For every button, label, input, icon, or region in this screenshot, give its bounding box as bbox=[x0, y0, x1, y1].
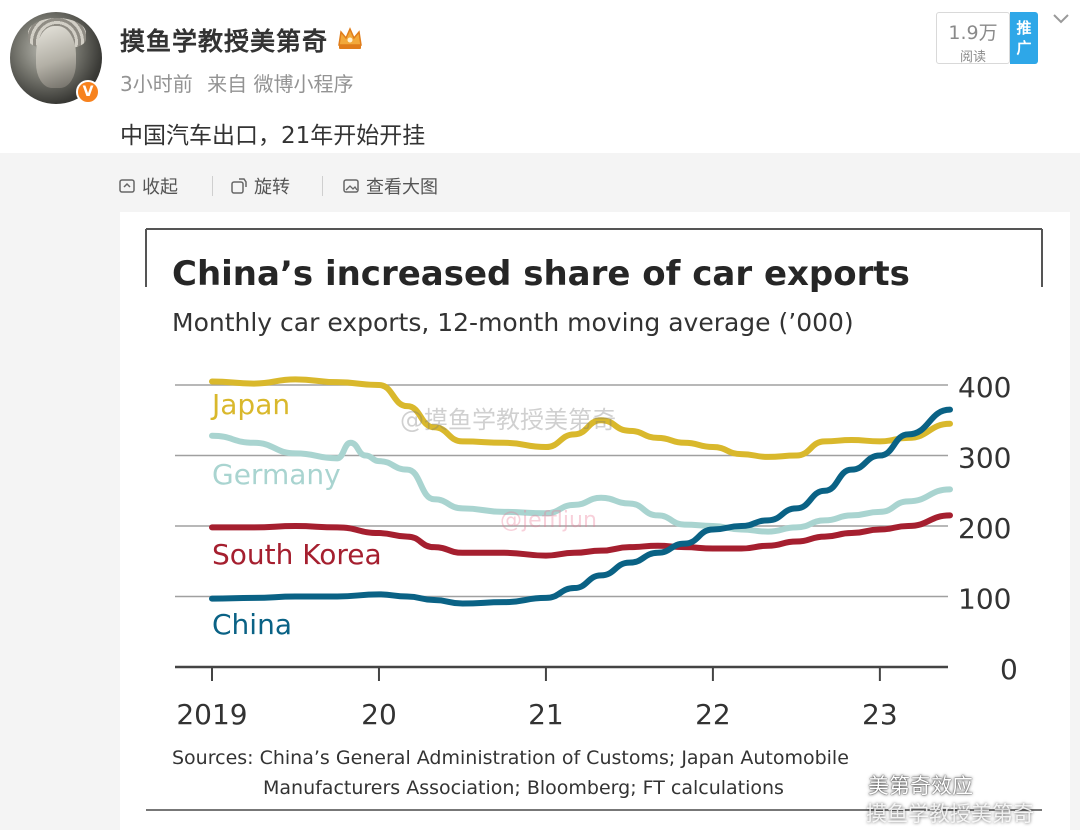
post-time[interactable]: 3小时前 bbox=[120, 72, 193, 96]
chevron-down-icon[interactable] bbox=[1050, 8, 1072, 30]
chart-image[interactable]: China’s increased share of car exports M… bbox=[120, 212, 1070, 830]
chart-series bbox=[209, 376, 953, 607]
watermark-center: @摸鱼学教授美第奇 bbox=[400, 406, 616, 434]
post-meta: 3小时前 来自 微博小程序 bbox=[120, 68, 361, 97]
x-tick-label: 21 bbox=[528, 698, 564, 731]
x-tick-label: 23 bbox=[862, 698, 898, 731]
promote-button[interactable]: 推广 bbox=[1010, 12, 1038, 64]
x-tick-label: 2019 bbox=[176, 698, 247, 731]
chart-svg: China’s increased share of car exports M… bbox=[145, 228, 1043, 811]
y-tick-label: 400 bbox=[958, 371, 1011, 404]
collapse-button[interactable]: 收起 bbox=[118, 173, 178, 199]
series-line-japan bbox=[209, 376, 953, 460]
rotate-button[interactable]: 旋转 bbox=[230, 173, 290, 199]
line-label-japan: Japan bbox=[210, 388, 290, 421]
avatar-face bbox=[36, 26, 76, 88]
chart-title: China’s increased share of car exports bbox=[172, 254, 910, 294]
username[interactable]: 摸鱼学教授美第奇 bbox=[120, 27, 329, 56]
read-count: 1.9万 bbox=[948, 22, 998, 44]
watermark-weibo: 摸鱼学教授美第奇 bbox=[866, 802, 1034, 826]
post-content: 中国汽车出口，21年开始开挂 bbox=[120, 123, 426, 149]
chart-source-line-2: Manufacturers Association; Bloomberg; FT… bbox=[263, 777, 784, 799]
post-source[interactable]: 来自 微博小程序 bbox=[207, 72, 354, 96]
x-tick-label: 20 bbox=[361, 698, 397, 731]
x-tick-label: 22 bbox=[695, 698, 731, 731]
verified-badge-icon: V bbox=[76, 80, 100, 104]
y-tick-label: 200 bbox=[958, 512, 1011, 545]
watermark-wechat: 美第奇效应 bbox=[868, 774, 973, 798]
y-tick-label: 0 bbox=[1000, 653, 1018, 686]
series-line-china bbox=[209, 406, 953, 607]
watermark-pink: @jeffljun bbox=[500, 508, 597, 533]
image-icon bbox=[343, 179, 359, 193]
chart-source-line-1: Sources: China’s General Administration … bbox=[172, 747, 849, 769]
read-label: 阅读 bbox=[959, 50, 986, 65]
rotate-label: 旋转 bbox=[254, 177, 290, 198]
line-label-china: China bbox=[212, 608, 292, 641]
action-divider bbox=[322, 176, 323, 196]
action-divider bbox=[212, 176, 213, 196]
series-line-south-korea bbox=[209, 512, 953, 559]
chart-subtitle: Monthly car exports, 12-month moving ave… bbox=[172, 308, 854, 337]
rotate-icon bbox=[231, 178, 247, 194]
chart-x-ticks: 2019 20 21 22 23 bbox=[176, 667, 898, 731]
y-tick-label: 100 bbox=[958, 583, 1011, 616]
line-label-germany: Germany bbox=[212, 458, 341, 491]
line-label-south-korea: South Korea bbox=[212, 538, 382, 571]
chart-line-labels: Japan Germany South Korea China bbox=[210, 388, 382, 641]
collapse-icon bbox=[119, 179, 135, 193]
avatar[interactable] bbox=[10, 12, 102, 104]
chart-y-ticks: 0 100 200 300 400 bbox=[958, 371, 1018, 686]
y-tick-label: 300 bbox=[958, 442, 1011, 475]
view-large-button[interactable]: 查看大图 bbox=[342, 173, 438, 199]
series-line-germany bbox=[209, 432, 953, 535]
read-count-box: 1.9万 阅读 bbox=[936, 12, 1010, 65]
collapse-label: 收起 bbox=[142, 177, 178, 198]
view-large-label: 查看大图 bbox=[366, 177, 438, 198]
vip-crown-icon[interactable] bbox=[336, 24, 364, 52]
